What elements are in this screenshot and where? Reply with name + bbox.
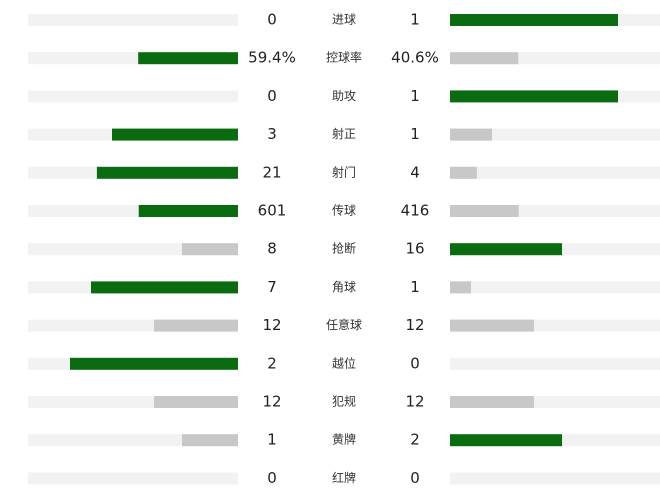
away-value: 1 <box>410 11 420 29</box>
home-bar <box>138 205 238 217</box>
stat-label: 角球 <box>332 280 356 294</box>
stat-label: 抢断 <box>332 241 356 256</box>
home-track <box>28 52 238 65</box>
away-track <box>450 128 660 141</box>
home-bar <box>112 128 238 141</box>
away-value: 1 <box>410 278 420 296</box>
stat-label: 进球 <box>332 13 356 27</box>
stat-label: 任意球 <box>326 317 362 332</box>
home-bar <box>182 243 238 256</box>
home-bar <box>91 281 238 294</box>
home-value: 1 <box>267 431 277 449</box>
away-value: 1 <box>410 87 420 105</box>
home-value: 12 <box>262 393 281 411</box>
stat-label: 助攻 <box>332 89 356 103</box>
away-bar <box>450 128 492 141</box>
home-value: 8 <box>267 240 277 258</box>
away-bar <box>450 166 477 179</box>
away-value: 40.6% <box>391 49 439 67</box>
home-bar <box>182 434 238 447</box>
away-value: 12 <box>405 316 424 334</box>
away-value: 1 <box>410 125 420 143</box>
home-value: 12 <box>262 316 281 334</box>
away-bar <box>450 281 471 294</box>
home-bar <box>96 166 238 179</box>
away-bar <box>450 434 562 447</box>
stat-label: 红牌 <box>332 470 356 485</box>
stat-label: 传球 <box>332 203 356 218</box>
stat-label: 控球率 <box>326 50 362 65</box>
away-value: 12 <box>405 393 424 411</box>
home-value: 59.4% <box>248 49 296 67</box>
stat-label: 犯规 <box>332 394 356 409</box>
home-bar <box>138 52 238 65</box>
home-value: 0 <box>267 11 277 29</box>
away-bar <box>450 52 519 65</box>
away-track <box>450 357 660 370</box>
away-bar <box>450 14 618 26</box>
away-value: 416 <box>401 202 430 220</box>
home-value: 21 <box>262 163 281 181</box>
away-value: 0 <box>410 469 420 487</box>
home-value: 2 <box>267 354 277 372</box>
stat-label: 射正 <box>332 126 356 141</box>
away-track <box>450 472 660 485</box>
away-value: 4 <box>410 163 420 181</box>
home-value: 3 <box>267 125 277 143</box>
away-bar <box>450 319 534 332</box>
stat-label: 越位 <box>332 355 356 370</box>
home-value: 0 <box>267 469 277 487</box>
away-value: 2 <box>410 431 420 449</box>
home-value: 0 <box>267 87 277 105</box>
away-track <box>450 166 660 179</box>
away-value: 0 <box>410 354 420 372</box>
away-track <box>450 281 660 294</box>
stat-label: 射门 <box>332 164 356 179</box>
home-bar <box>154 396 238 408</box>
away-bar <box>450 396 534 408</box>
home-bar <box>154 319 238 332</box>
away-value: 16 <box>405 240 424 258</box>
away-bar <box>450 90 618 103</box>
home-value: 601 <box>258 202 287 220</box>
stat-label: 黄牌 <box>332 433 356 447</box>
away-track <box>450 52 660 65</box>
home-value: 7 <box>267 278 277 296</box>
away-bar <box>450 243 562 256</box>
away-bar <box>450 205 519 217</box>
home-track <box>28 472 238 485</box>
home-track <box>28 90 238 103</box>
home-track <box>28 14 238 26</box>
home-bar <box>70 357 238 370</box>
